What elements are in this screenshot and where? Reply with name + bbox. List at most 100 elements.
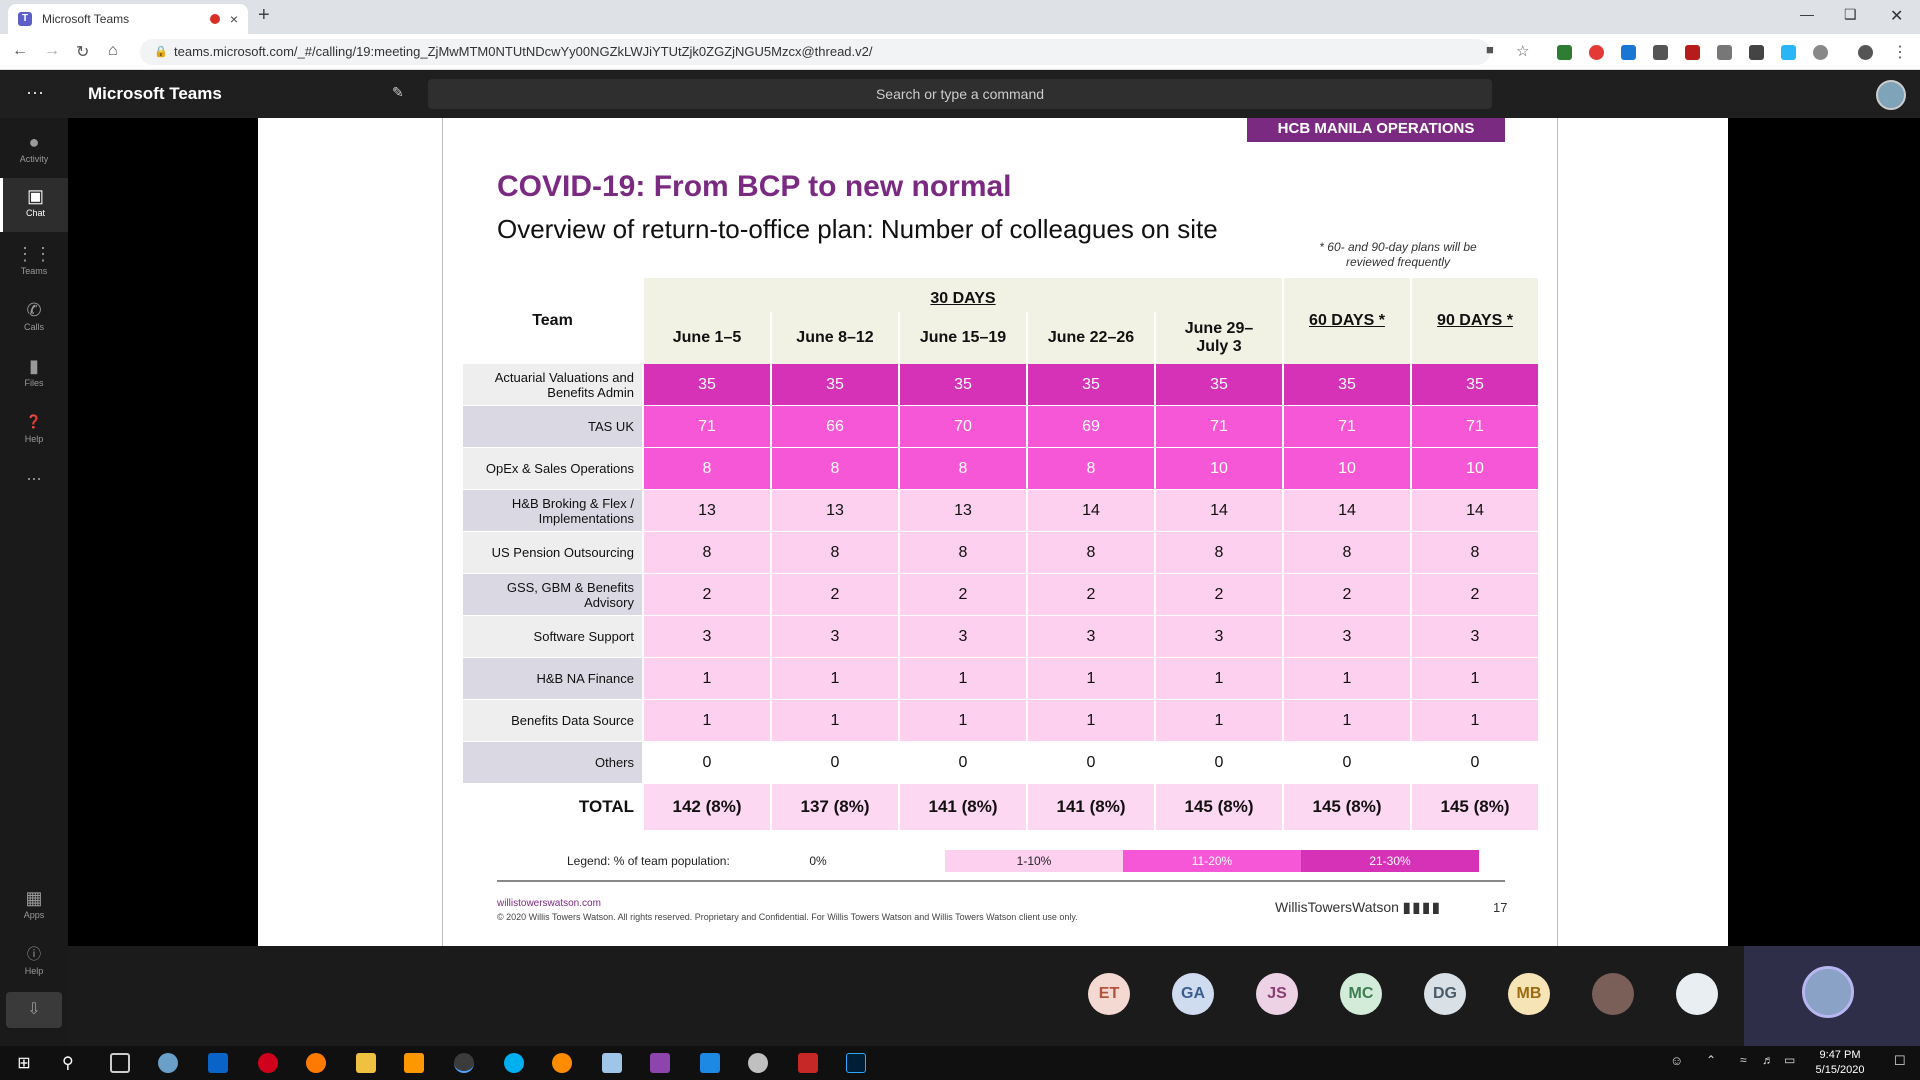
app-icon[interactable] <box>748 1053 768 1073</box>
value-cell: 0 <box>1156 742 1282 784</box>
system-tray: ☺ ⌃ ≈ ♬ ▭ ☐ <box>1670 1046 1920 1080</box>
firefox-icon[interactable] <box>306 1053 326 1073</box>
value-cell: 71 <box>1412 406 1538 448</box>
new-tab-button[interactable]: + <box>258 4 270 26</box>
table-row: Actuarial Valuations and Benefits Admin 3… <box>463 364 1538 406</box>
footer-website: willistowerswatson.com <box>497 898 601 909</box>
rail-item-help[interactable]: ❓ Help <box>0 408 68 456</box>
command-search-input[interactable]: Search or type a command <box>428 79 1492 109</box>
teams-logo-icon: T <box>18 12 32 26</box>
window-close-icon[interactable]: ✕ <box>1890 8 1904 25</box>
back-icon[interactable]: ← <box>12 42 28 59</box>
self-video-preview[interactable] <box>1744 946 1920 1046</box>
participant-avatar[interactable]: ET <box>1088 973 1130 1015</box>
notification-icon[interactable]: ☐ <box>1894 1053 1906 1068</box>
chevron-up-icon[interactable]: ⌃ <box>1706 1053 1717 1067</box>
value-cell: 1 <box>900 658 1026 700</box>
outlook-icon[interactable] <box>208 1053 228 1073</box>
phone-icon: ✆ <box>26 300 42 320</box>
rail-item-activity[interactable]: ● Activity <box>0 128 68 176</box>
windows-extension-icon[interactable] <box>1781 45 1796 60</box>
wifi-icon[interactable]: ≈ <box>1740 1053 1747 1067</box>
participant-avatar[interactable]: MC <box>1340 973 1382 1015</box>
rail-more-button[interactable]: ... <box>0 464 68 494</box>
extension-icon[interactable] <box>1557 45 1572 60</box>
photoshop-icon[interactable] <box>846 1053 866 1073</box>
app-icon[interactable] <box>602 1053 622 1073</box>
app-icon[interactable] <box>258 1053 278 1073</box>
period-header: June 29– July 3 <box>1156 312 1282 364</box>
download-app-button[interactable]: ⇩ <box>6 992 62 1028</box>
rail-item-calls[interactable]: ✆ Calls <box>0 296 68 344</box>
address-bar: ← → ↻ ⌂ 🔒 teams.microsoft.com/_#/calling… <box>0 34 1920 70</box>
reload-icon[interactable]: ↻ <box>76 44 90 61</box>
participant-avatar[interactable]: GA <box>1172 973 1214 1015</box>
self-avatar <box>1802 966 1854 1018</box>
legend-swatch-0: 0% <box>773 850 863 872</box>
windows-start-icon[interactable]: ⊞ <box>17 1055 31 1072</box>
rail-item-help-bottom[interactable]: ⓘ Help <box>0 940 68 988</box>
team-name-cell: TAS UK <box>463 406 642 448</box>
rail-item-chat[interactable]: ▣ Chat <box>0 178 68 232</box>
tab-close-button[interactable]: × <box>229 11 238 27</box>
extension-icon[interactable] <box>1589 45 1604 60</box>
sublime-icon[interactable] <box>404 1053 424 1073</box>
participant-avatar[interactable]: DG <box>1424 973 1466 1015</box>
value-cell: 1 <box>1284 700 1410 742</box>
vscode-icon[interactable] <box>700 1053 720 1073</box>
menu-dots-icon[interactable]: ⋮ <box>1892 44 1908 61</box>
participant-avatar[interactable] <box>1676 973 1718 1015</box>
bookmark-star-icon[interactable]: ☆ <box>1516 43 1530 60</box>
compose-icon[interactable]: ✎ <box>392 84 404 100</box>
extension-icon[interactable] <box>1813 45 1828 60</box>
value-cell: 8 <box>1156 532 1282 574</box>
people-icon[interactable]: ☺ <box>1670 1053 1684 1068</box>
value-cell: 71 <box>1156 406 1282 448</box>
volume-icon[interactable]: ♬ <box>1762 1053 1774 1067</box>
battery-icon[interactable]: ▭ <box>1784 1053 1796 1067</box>
value-cell: 2 <box>1412 574 1538 616</box>
restore-icon[interactable]: ❑ <box>1844 6 1857 22</box>
chrome-icon[interactable] <box>454 1053 474 1073</box>
home-icon[interactable]: ⌂ <box>108 42 118 59</box>
total-cell: 142 (8%) <box>644 784 770 830</box>
rail-item-teams[interactable]: ⋮⋮ Teams <box>0 240 68 288</box>
profile-icon[interactable] <box>1858 45 1873 60</box>
participant-avatar[interactable]: JS <box>1256 973 1298 1015</box>
value-cell: 8 <box>1028 448 1154 490</box>
table-row: Software Support 3 3 3 3 3 3 3 <box>463 616 1538 658</box>
extension-icon[interactable] <box>1621 45 1636 60</box>
teams-header: ⋯ Microsoft Teams ✎ Search or type a com… <box>0 70 1920 118</box>
file-explorer-icon[interactable] <box>356 1053 376 1073</box>
participant-avatar[interactable]: MB <box>1508 973 1550 1015</box>
skype-icon[interactable] <box>504 1053 524 1073</box>
pdf-extension-icon[interactable] <box>1685 45 1700 60</box>
value-cell: 10 <box>1412 448 1538 490</box>
search-icon[interactable]: ⚲ <box>62 1055 74 1072</box>
browser-tab[interactable]: T Microsoft Teams × <box>8 4 248 34</box>
extension-icon[interactable] <box>1653 45 1668 60</box>
table-row: US Pension Outsourcing 8 8 8 8 8 8 8 <box>463 532 1538 574</box>
visual-studio-icon[interactable] <box>650 1053 670 1073</box>
extension-icon[interactable] <box>1717 45 1732 60</box>
app-icon[interactable] <box>158 1053 178 1073</box>
forward-icon[interactable]: → <box>44 42 60 59</box>
extension-icon[interactable] <box>1749 45 1764 60</box>
app-icon[interactable] <box>552 1053 572 1073</box>
camera-icon[interactable]: ■ <box>1486 42 1494 57</box>
value-cell: 1 <box>1412 658 1538 700</box>
task-view-icon[interactable] <box>110 1053 130 1073</box>
system-clock[interactable]: 9:47 PM 5/15/2020 <box>1810 1048 1870 1078</box>
app-launcher-icon[interactable]: ⋯ <box>26 83 44 103</box>
rail-item-files[interactable]: ▮ Files <box>0 352 68 400</box>
minimize-icon[interactable]: — <box>1800 6 1814 22</box>
participant-avatar[interactable] <box>1592 973 1634 1015</box>
rail-item-apps[interactable]: ▦ Apps <box>0 884 68 932</box>
table-row: H&B Broking & Flex / Implementations 13 13… <box>463 490 1538 532</box>
url-field[interactable]: 🔒 teams.microsoft.com/_#/calling/19:meet… <box>140 39 1490 65</box>
user-avatar[interactable] <box>1876 80 1906 110</box>
call-participant-bar: ET GA JS MC DG MB <box>68 946 1920 1046</box>
acrobat-icon[interactable] <box>798 1053 818 1073</box>
team-name-cell: GSS, GBM & Benefits Advisory <box>463 574 642 616</box>
total-cell: 137 (8%) <box>772 784 898 830</box>
